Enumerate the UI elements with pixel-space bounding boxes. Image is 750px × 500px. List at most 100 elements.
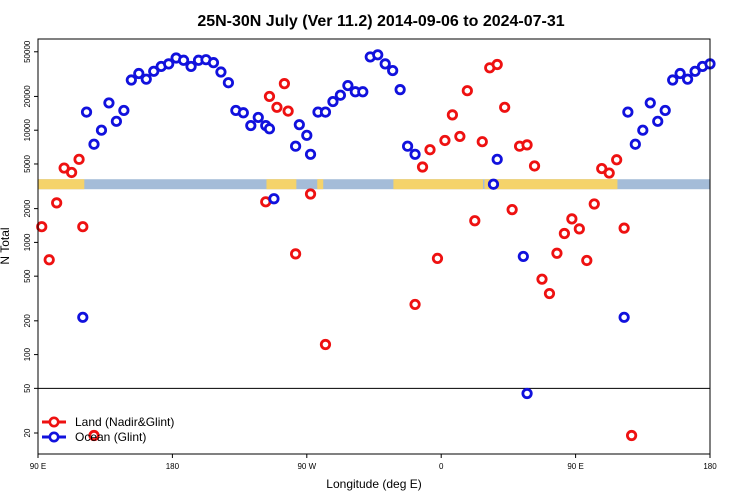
x-tick-label: 90 E bbox=[567, 462, 583, 471]
ocean-point bbox=[487, 178, 500, 190]
land-point bbox=[446, 109, 458, 121]
ocean-point bbox=[304, 148, 317, 160]
ocean-band bbox=[38, 179, 710, 190]
ocean-point bbox=[637, 124, 649, 136]
land-point bbox=[521, 139, 533, 151]
land-segment bbox=[266, 179, 297, 190]
ocean-point bbox=[215, 66, 227, 78]
ocean-point bbox=[379, 58, 391, 70]
x-tick-label: 0 bbox=[439, 462, 444, 471]
land-series bbox=[36, 58, 638, 442]
ocean-point bbox=[125, 74, 137, 86]
ocean-point bbox=[148, 65, 160, 77]
land-point bbox=[551, 247, 563, 259]
land-point bbox=[88, 429, 100, 442]
ocean-point bbox=[401, 140, 414, 152]
ocean-point bbox=[517, 250, 529, 263]
land-point bbox=[263, 90, 276, 103]
land-point bbox=[611, 154, 623, 166]
ocean-point bbox=[289, 140, 302, 152]
y-tick-label: 50 bbox=[23, 383, 32, 392]
ocean-point bbox=[629, 138, 641, 150]
land-point bbox=[271, 101, 283, 113]
y-tick-label: 2000 bbox=[23, 199, 32, 217]
ocean-point bbox=[245, 119, 257, 132]
land-point bbox=[431, 252, 444, 265]
ocean-point bbox=[88, 138, 100, 150]
chart-title: 25N-30N July (Ver 11.2) 2014-09-06 to 20… bbox=[197, 13, 564, 30]
y-tick-label: 1000 bbox=[23, 233, 32, 251]
legend-ocean-marker bbox=[48, 431, 60, 443]
land-point bbox=[499, 101, 511, 113]
land-point bbox=[416, 161, 429, 173]
x-tick-label: 90 W bbox=[297, 462, 316, 471]
x-axis-label: Longitude (deg E) bbox=[326, 477, 421, 491]
land-point bbox=[278, 78, 290, 90]
ocean-point bbox=[652, 115, 664, 127]
ocean-point bbox=[103, 97, 115, 109]
ocean-point bbox=[163, 58, 175, 70]
y-tick-label: 5000 bbox=[23, 155, 32, 173]
y-tick-label: 200 bbox=[23, 314, 32, 328]
ocean-point bbox=[667, 74, 679, 86]
x-axis: 90 E 180 90 W 0 90 E 180 bbox=[30, 454, 717, 471]
ocean-point bbox=[659, 104, 671, 117]
land-point bbox=[469, 215, 481, 227]
ocean-point bbox=[674, 67, 686, 80]
ocean-point bbox=[372, 49, 384, 61]
ocean-point bbox=[387, 64, 399, 77]
land-point bbox=[409, 298, 421, 311]
land-point bbox=[51, 197, 63, 209]
ocean-point bbox=[178, 54, 190, 66]
land-segment bbox=[317, 179, 324, 190]
legend-land-marker bbox=[48, 416, 60, 428]
plot-frame bbox=[37, 38, 711, 455]
ocean-point bbox=[409, 148, 421, 160]
y-tick-label: 100 bbox=[23, 347, 32, 361]
land-point bbox=[528, 160, 541, 172]
ocean-point bbox=[618, 311, 630, 323]
ocean-point bbox=[301, 129, 313, 141]
land-point bbox=[289, 248, 302, 260]
land-point bbox=[491, 58, 503, 71]
ocean-point bbox=[357, 86, 369, 98]
ocean-point bbox=[327, 95, 339, 108]
land-point bbox=[43, 254, 55, 266]
land-point bbox=[506, 204, 518, 216]
x-tick-label: 180 bbox=[703, 462, 717, 471]
ocean-point bbox=[80, 106, 93, 118]
land-segment bbox=[393, 179, 484, 190]
land-point bbox=[282, 105, 294, 117]
legend: Land (Nadir&Glint) Ocean (Glint) bbox=[42, 415, 174, 444]
ocean-point bbox=[263, 123, 276, 135]
land-point bbox=[424, 144, 436, 156]
ocean-point bbox=[118, 104, 130, 117]
ocean-point bbox=[207, 57, 220, 69]
land-point bbox=[543, 287, 556, 300]
surface-strip bbox=[38, 179, 710, 190]
ocean-point bbox=[521, 387, 533, 400]
land-point bbox=[588, 198, 600, 210]
y-axis-label: N Total bbox=[0, 227, 12, 264]
land-point bbox=[73, 153, 85, 165]
land-point bbox=[476, 136, 488, 148]
ocean-point bbox=[77, 311, 89, 323]
y-axis: 20 50 100 200 500 1000 2000 5000 10000 20000 50000 bbox=[23, 40, 38, 437]
land-point bbox=[625, 429, 638, 442]
y-tick-label: 20 bbox=[23, 428, 32, 437]
ocean-point bbox=[342, 79, 354, 92]
land-point bbox=[66, 166, 78, 179]
ocean-point bbox=[622, 106, 634, 118]
y-tick-label: 20000 bbox=[23, 85, 32, 108]
land-point bbox=[536, 273, 548, 285]
land-point bbox=[566, 213, 578, 225]
land-segment bbox=[484, 179, 618, 190]
land-point bbox=[581, 254, 593, 267]
legend-land-label: Land (Nadir&Glint) bbox=[75, 415, 174, 429]
ocean-point bbox=[222, 77, 234, 89]
ocean-point bbox=[293, 119, 305, 131]
ocean-point bbox=[140, 73, 152, 85]
legend-ocean-label: Ocean (Glint) bbox=[75, 430, 146, 444]
ocean-point bbox=[681, 73, 694, 85]
land-point bbox=[573, 223, 585, 235]
